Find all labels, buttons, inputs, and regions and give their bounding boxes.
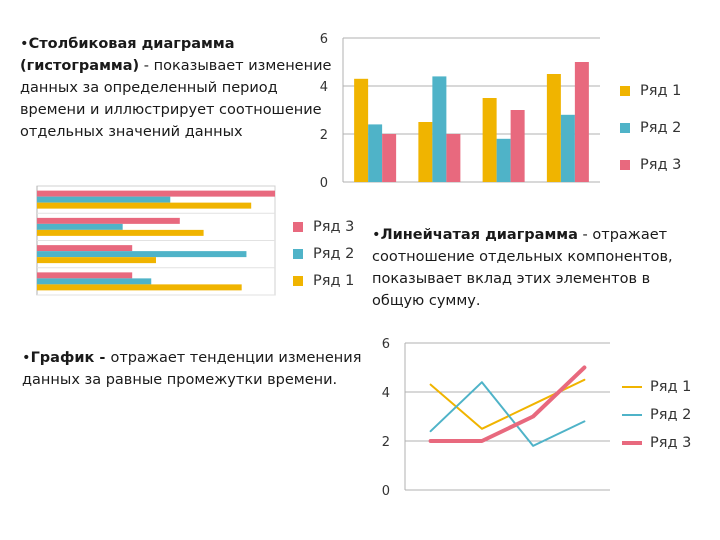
legend-label: Ряд 3 bbox=[313, 218, 355, 235]
legend-label: Ряд 1 bbox=[640, 82, 682, 99]
legend-item-series1: Ряд 1 bbox=[622, 373, 691, 401]
legend-swatch bbox=[293, 275, 303, 286]
bar bbox=[368, 124, 383, 182]
series-line bbox=[429, 381, 586, 447]
bar-chart-text: - показывает изменение данных за определ… bbox=[20, 58, 332, 140]
bar bbox=[37, 229, 204, 236]
y-tick-label: 4 bbox=[382, 386, 390, 401]
legend-swatch bbox=[620, 159, 630, 170]
y-tick-label: 2 bbox=[320, 128, 328, 143]
legend-swatch bbox=[293, 248, 303, 259]
legend-item-series3: Ряд 3 bbox=[293, 213, 354, 240]
bar bbox=[446, 134, 461, 182]
legend-line bbox=[622, 414, 642, 416]
bar bbox=[37, 202, 252, 209]
hbar-chart-description: •Линейчатая диаграмма - отражает соотнош… bbox=[372, 224, 682, 312]
hbar-chart-text: - отражает соотношение отдельных компоне… bbox=[372, 227, 673, 309]
y-tick-label: 0 bbox=[320, 176, 328, 191]
bar bbox=[37, 278, 152, 285]
bar bbox=[37, 272, 133, 279]
legend-label: Ряд 1 bbox=[650, 379, 692, 395]
legend-label: Ряд 2 bbox=[313, 245, 355, 262]
legend-item-series2: Ряд 2 bbox=[620, 109, 681, 146]
bar bbox=[482, 98, 497, 182]
bar bbox=[37, 257, 156, 264]
y-tick-label: 6 bbox=[320, 32, 328, 47]
legend-item-series2: Ряд 2 bbox=[622, 401, 691, 429]
legend-swatch bbox=[620, 122, 630, 133]
bar-chart-description: •Столбиковая диаграмма (гистограмма) - п… bbox=[20, 33, 340, 143]
bar-chart-legend: Ряд 1 Ряд 2 Ряд 3 bbox=[620, 72, 681, 183]
line-chart-legend: Ряд 1 Ряд 2 Ряд 3 bbox=[622, 373, 691, 457]
legend-label: Ряд 3 bbox=[650, 435, 692, 451]
legend-label: Ряд 2 bbox=[650, 407, 692, 423]
legend-swatch bbox=[620, 85, 630, 96]
line-chart-description: •График - отражает тенденции изменения д… bbox=[22, 347, 362, 391]
bar bbox=[560, 114, 575, 182]
legend-line bbox=[622, 386, 642, 388]
line-chart-text: отражает тенденции изменения данных за р… bbox=[22, 350, 362, 388]
bar bbox=[37, 284, 242, 291]
y-tick-label: 2 bbox=[382, 435, 390, 450]
legend-item-series2: Ряд 2 bbox=[293, 240, 354, 267]
legend-item-series1: Ряд 1 bbox=[620, 72, 681, 109]
series-line bbox=[428, 365, 587, 443]
legend-label: Ряд 1 bbox=[313, 272, 355, 289]
legend-label: Ряд 2 bbox=[640, 119, 682, 136]
legend-item-series3: Ряд 3 bbox=[622, 429, 691, 457]
bar bbox=[37, 190, 275, 197]
bar bbox=[37, 251, 247, 258]
hbar-chart-legend: Ряд 3 Ряд 2 Ряд 1 bbox=[293, 213, 354, 294]
bullet: • bbox=[22, 350, 31, 366]
bar bbox=[432, 76, 447, 182]
legend-item-series3: Ряд 3 bbox=[620, 146, 681, 183]
bar bbox=[418, 122, 433, 182]
legend-label: Ряд 3 bbox=[640, 156, 682, 173]
bar bbox=[37, 196, 171, 203]
bar-chart-title: Столбиковая диаграмма (гистограмма) bbox=[20, 36, 235, 74]
bar bbox=[37, 223, 123, 230]
legend-item-series1: Ряд 1 bbox=[293, 267, 354, 294]
legend-swatch bbox=[293, 221, 303, 232]
legend-line bbox=[622, 441, 642, 445]
bar bbox=[37, 217, 180, 224]
y-tick-label: 4 bbox=[320, 80, 328, 95]
bar bbox=[574, 62, 589, 182]
bar bbox=[546, 74, 561, 182]
hbar-chart-title: Линейчатая диаграмма bbox=[380, 227, 578, 243]
bar bbox=[382, 134, 397, 182]
bullet: • bbox=[20, 36, 29, 52]
bar bbox=[37, 245, 133, 252]
bar bbox=[354, 78, 369, 182]
bullet: • bbox=[372, 227, 381, 243]
y-tick-label: 6 bbox=[382, 337, 390, 352]
line-chart-title: График - bbox=[30, 350, 111, 366]
y-tick-label: 0 bbox=[382, 484, 390, 499]
bar bbox=[510, 110, 525, 182]
bar bbox=[496, 138, 511, 182]
